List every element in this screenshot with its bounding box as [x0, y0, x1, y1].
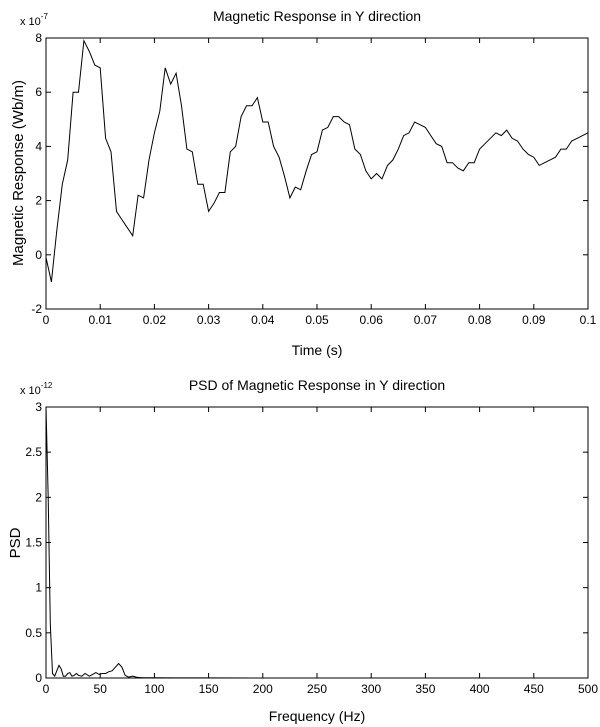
chart2-y-tick-label: 1 — [35, 581, 42, 595]
chart2-x-tick-label: 450 — [524, 682, 544, 696]
chart2-y-tick-label: 2 — [35, 490, 42, 504]
chart1-x-tick-label: 0 — [43, 313, 50, 327]
chart-psd: PSD of Magnetic Response in Y direction … — [7, 377, 598, 724]
chart1-x-tick-label: 0.04 — [251, 313, 275, 327]
chart2-y-tick-label: 0 — [35, 671, 42, 685]
chart2-x-tick-label: 400 — [470, 682, 490, 696]
chart1-x-tick-label: 0.1 — [580, 313, 597, 327]
chart1-y-multiplier-exponent: -7 — [41, 12, 49, 21]
chart-magnetic-response: Magnetic Response in Y direction x 10-7 … — [10, 8, 597, 358]
chart2-y-multiplier-exponent: -12 — [41, 381, 53, 390]
chart2-y-ticks: 0 0.5 1 1.5 2 2.5 3 — [25, 400, 588, 685]
chart1-x-tick-label: 0.09 — [522, 313, 546, 327]
chart1-y-tick-label: -2 — [31, 302, 42, 316]
chart1-series-line — [45, 38, 589, 283]
chart1-x-tick-label: 0.03 — [197, 313, 221, 327]
chart1-y-multiplier: x 10-7 — [20, 12, 48, 28]
chart1-x-tick-label: 0.07 — [414, 313, 438, 327]
chart1-y-label: Magnetic Response (Wb/m) — [10, 80, 27, 266]
chart1-y-tick-label: 2 — [35, 194, 42, 208]
chart2-title: PSD of Magnetic Response in Y direction — [189, 377, 445, 393]
chart2-y-tick-label: 3 — [35, 400, 42, 414]
chart1-y-ticks: -2 0 2 4 6 8 — [31, 31, 588, 316]
chart2-x-tick-label: 100 — [144, 682, 164, 696]
chart2-x-tick-label: 150 — [199, 682, 219, 696]
chart1-x-tick-label: 0.06 — [360, 313, 384, 327]
chart1-y-tick-label: 8 — [35, 31, 42, 45]
chart2-series-line — [45, 406, 588, 679]
chart2-y-multiplier-base: x 10 — [20, 385, 41, 397]
chart2-y-tick-label: 2.5 — [25, 445, 42, 459]
chart1-y-tick-label: 4 — [35, 139, 42, 153]
chart2-y-tick-label: 1.5 — [25, 536, 42, 550]
chart1-x-tick-label: 0.05 — [305, 313, 329, 327]
chart1-plot-area — [45, 37, 589, 310]
chart2-y-multiplier: x 10-12 — [20, 381, 53, 397]
chart2-x-tick-label: 0 — [43, 682, 50, 696]
chart2-plot-area — [45, 406, 589, 679]
chart1-x-tick-label: 0.02 — [143, 313, 167, 327]
chart1-y-multiplier-base: x 10 — [20, 16, 41, 28]
chart1-y-tick-label: 6 — [35, 85, 42, 99]
chart1-y-tick-label: 0 — [35, 248, 42, 262]
chart1-x-tick-label: 0.08 — [468, 313, 492, 327]
chart1-title: Magnetic Response in Y direction — [213, 8, 421, 24]
chart2-x-tick-label: 350 — [415, 682, 435, 696]
chart2-x-tick-label: 200 — [253, 682, 273, 696]
chart2-y-label: PSD — [7, 527, 24, 558]
chart2-y-tick-label: 0.5 — [25, 626, 42, 640]
chart2-x-tick-label: 500 — [578, 682, 598, 696]
chart1-x-ticks: 0 0.01 0.02 0.03 0.04 0.05 0.06 0.07 0.08 0.09 0.1 — [43, 38, 597, 327]
chart2-x-tick-label: 50 — [94, 682, 108, 696]
chart2-x-label: Frequency (Hz) — [269, 708, 365, 724]
chart2-x-tick-label: 250 — [307, 682, 327, 696]
chart2-x-tick-label: 300 — [361, 682, 381, 696]
chart2-x-ticks: 0 50 100 150 200 250 300 350 400 450 500 — [43, 407, 598, 696]
chart1-x-label: Time (s) — [292, 342, 343, 358]
chart1-x-tick-label: 0.01 — [89, 313, 113, 327]
